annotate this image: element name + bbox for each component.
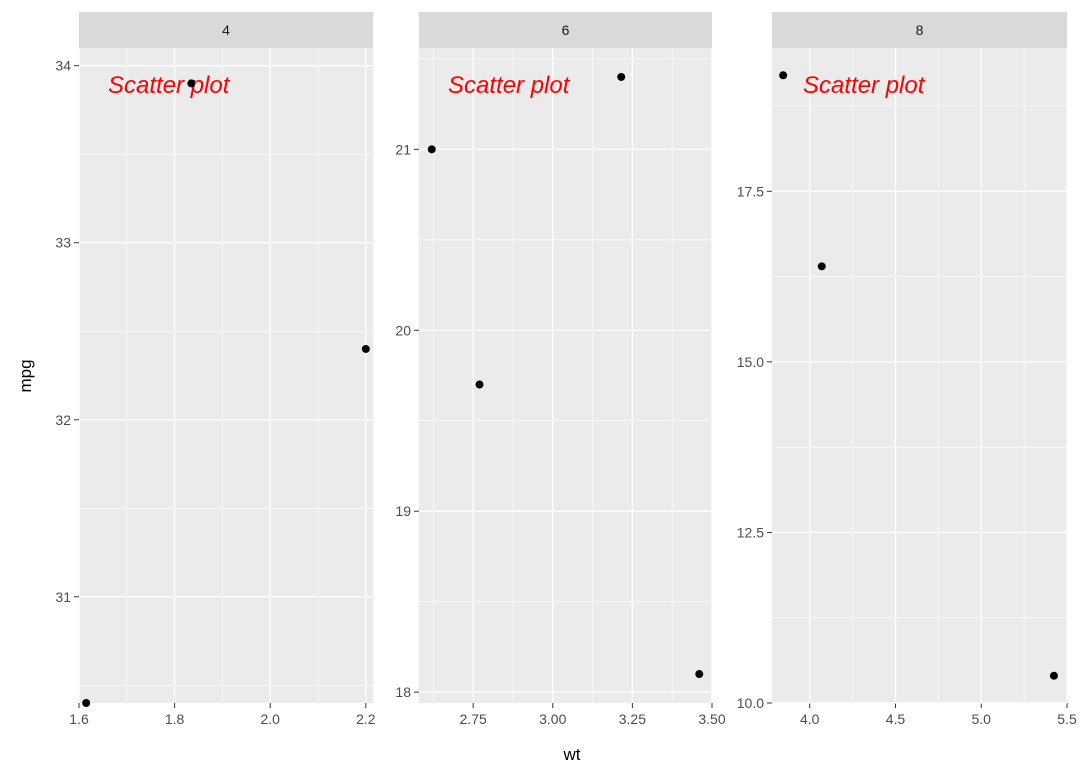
- x-tick-label: 3.50: [698, 711, 725, 727]
- panel-background: [772, 48, 1067, 703]
- annotation-text: Scatter plot: [448, 72, 571, 99]
- y-tick-label: 12.5: [737, 524, 764, 540]
- x-tick-label: 1.8: [165, 711, 185, 727]
- facet-panel-8: 8 4.0 4.5 5.0 5.5 10.0 12.5 15.0 17.5 Scatter plo…: [737, 12, 1077, 727]
- data-point: [82, 699, 91, 707]
- x-tick-label: 2.2: [356, 711, 376, 727]
- data-point: [427, 145, 436, 154]
- facet-strip: [419, 12, 712, 48]
- panel-background: [419, 48, 712, 703]
- annotation-text: Scatter plot: [108, 72, 231, 99]
- facet-panels: 4 1.6 1.8 2.0 2.2 31 32 33 34 Scatter plot 6 2.75 3.…: [55, 12, 1077, 727]
- data-point: [817, 262, 826, 271]
- y-tick-label: 32: [55, 412, 71, 428]
- facet-strip-label: 4: [222, 22, 230, 38]
- annotation-text: Scatter plot: [803, 72, 926, 99]
- x-tick-label: 3.00: [539, 711, 566, 727]
- facet-strip-label: 8: [916, 22, 924, 38]
- x-tick-label: 3.25: [619, 711, 646, 727]
- y-tick-label: 33: [55, 235, 71, 251]
- facet-strip: [79, 12, 373, 48]
- x-tick-label: 5.0: [972, 711, 992, 727]
- x-tick-label: 4.0: [800, 711, 820, 727]
- y-tick-label: 17.5: [737, 183, 764, 199]
- y-tick-label: 21: [395, 141, 411, 157]
- facet-panel-4: 4 1.6 1.8 2.0 2.2 31 32 33 34 Scatter plot: [55, 12, 376, 727]
- y-axis-title: mpg: [16, 359, 35, 392]
- x-tick-label: 2.75: [460, 711, 487, 727]
- data-point: [187, 79, 196, 88]
- y-tick-label: 19: [395, 503, 411, 519]
- data-point: [695, 670, 704, 679]
- y-tick-label: 31: [55, 589, 71, 605]
- data-point: [361, 344, 370, 353]
- data-point: [779, 71, 788, 80]
- panel-background: [79, 48, 373, 703]
- y-tick-label: 15.0: [737, 354, 764, 370]
- y-tick-label: 34: [55, 58, 71, 74]
- x-tick-label: 2.0: [260, 711, 280, 727]
- data-point: [1049, 671, 1058, 680]
- data-point: [617, 72, 626, 81]
- facet-panel-6: 6 2.75 3.00 3.25 3.50 18 19 20 21 Scatter plot: [395, 12, 726, 727]
- x-axis-title: wt: [563, 745, 581, 764]
- y-tick-label: 18: [395, 684, 411, 700]
- y-tick-label: 10.0: [737, 695, 764, 711]
- x-tick-label: 4.5: [886, 711, 906, 727]
- x-tick-label: 1.6: [69, 711, 89, 727]
- facet-strip-label: 6: [562, 22, 570, 38]
- y-tick-label: 20: [395, 322, 411, 338]
- facet-strip: [772, 12, 1067, 48]
- x-tick-label: 5.5: [1057, 711, 1077, 727]
- data-point: [475, 380, 484, 389]
